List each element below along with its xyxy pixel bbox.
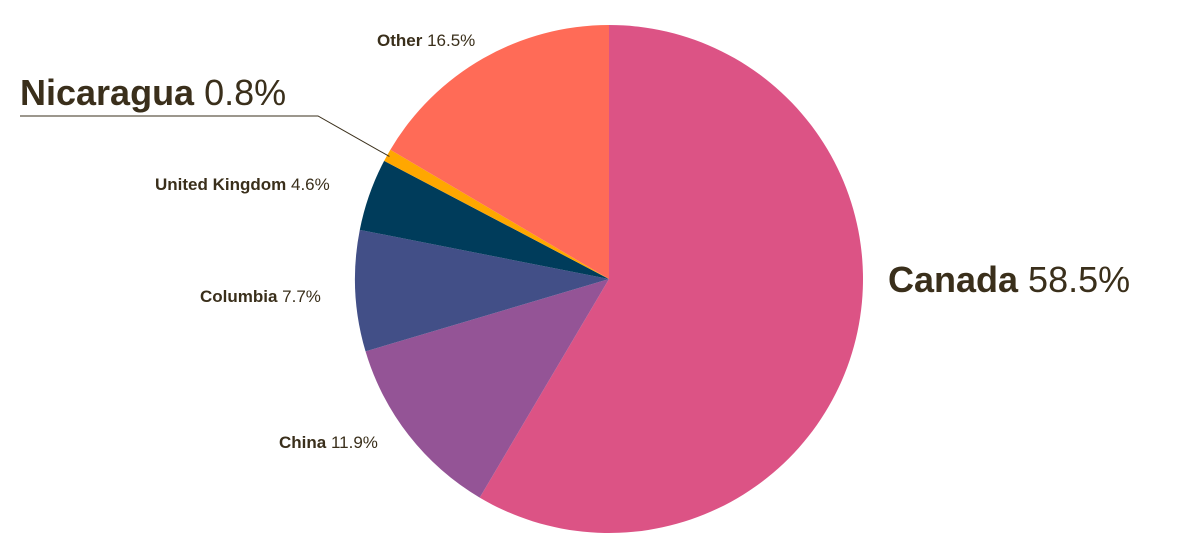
slice-label-other: Other 16.5% xyxy=(377,31,475,50)
pie-slice-canada xyxy=(479,25,863,533)
slice-label-united-kingdom: United Kingdom 4.6% xyxy=(155,175,330,194)
slice-percent: 7.7% xyxy=(282,287,321,306)
slice-percent: 0.8% xyxy=(204,72,286,113)
slice-label-nicaragua: Nicaragua 0.8% xyxy=(20,72,286,113)
slice-name: Nicaragua xyxy=(20,72,204,113)
slice-percent: 58.5% xyxy=(1028,259,1130,300)
slice-name: Columbia xyxy=(200,287,282,306)
pie-slice-columbia xyxy=(355,229,609,352)
slice-label-canada: Canada 58.5% xyxy=(888,259,1130,300)
slice-percent: 4.6% xyxy=(291,175,330,194)
pie-slice-nicaragua xyxy=(384,149,609,279)
pie-slice-china xyxy=(365,279,609,498)
pie-slice-united-kingdom xyxy=(359,160,609,279)
slice-label-columbia: Columbia 7.7% xyxy=(200,287,321,306)
pie-slice-other xyxy=(390,25,609,279)
slice-name: Canada xyxy=(888,259,1028,300)
slice-percent: 11.9% xyxy=(331,433,378,452)
slice-percent: 16.5% xyxy=(427,31,475,50)
slice-name: China xyxy=(279,433,331,452)
slice-name: Other xyxy=(377,31,427,50)
slice-label-china: China 11.9% xyxy=(279,433,378,452)
slice-name: United Kingdom xyxy=(155,175,291,194)
leader-line-nicaragua xyxy=(20,115,390,157)
